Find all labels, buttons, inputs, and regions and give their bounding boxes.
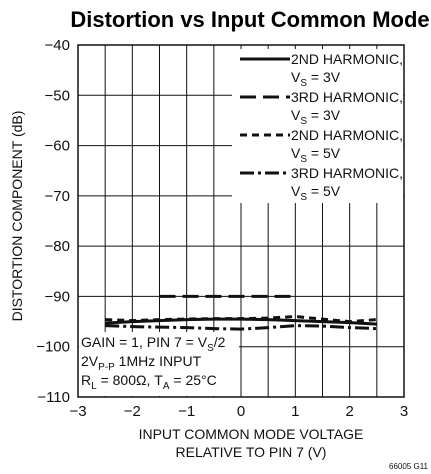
annotation-line-2: 2VP-P 1MHz INPUT	[81, 353, 202, 373]
legend-label-4: 3RD HARMONIC,	[291, 165, 403, 181]
legend-label-1: 2ND HARMONIC,	[291, 51, 403, 67]
legend-label-2: 3RD HARMONIC,	[291, 89, 403, 105]
y-tick-label: −90	[45, 288, 70, 305]
x-tick-label: −1	[178, 403, 195, 420]
figure-id: 66005 G11	[389, 462, 429, 471]
y-tick-label: −110	[37, 389, 70, 406]
tick-labels: −3 −2 −1 0 1 2 3 −110 −100 −90 −80 −70 −60 −50 −40	[36, 37, 408, 420]
x-tick-label: 1	[291, 403, 299, 420]
legend-condition-1: VS = 3V	[291, 69, 341, 89]
y-tick-label: −100	[36, 339, 70, 356]
x-tick-label: 2	[345, 403, 353, 420]
x-axis-label-line2: RELATIVE TO PIN 7 (V)	[176, 444, 327, 460]
x-tick-label: −2	[124, 403, 141, 420]
legend-condition-3: VS = 5V	[291, 145, 341, 165]
legend-condition-2: VS = 3V	[291, 107, 341, 127]
legend-label-3: 2ND HARMONIC,	[291, 127, 403, 143]
y-tick-label: −70	[45, 188, 70, 205]
series-layer	[105, 294, 377, 331]
x-tick-label: −3	[69, 403, 86, 420]
y-tick-label: −40	[45, 37, 70, 54]
annotation-line-1: GAIN = 1, PIN 7 = VS/2	[81, 334, 226, 354]
annotation-line-3: RL = 800Ω, TA = 25°C	[81, 372, 217, 392]
legend-condition-4: VS = 5V	[291, 183, 341, 203]
x-tick-label: 0	[237, 403, 245, 420]
series-line-4	[105, 324, 377, 331]
x-tick-label: 3	[400, 403, 408, 420]
y-tick-label: −60	[45, 138, 70, 155]
plot-frame	[77, 44, 405, 398]
chart-title: Distortion vs Input Common Mode	[70, 7, 429, 32]
annotation-background	[79, 332, 239, 396]
y-tick-label: −80	[45, 238, 70, 255]
legend-background	[232, 49, 403, 203]
y-axis-label: DISTORTION COMPONENT (dB)	[9, 111, 25, 322]
x-axis-label-line1: INPUT COMMON MODE VOLTAGE	[139, 426, 364, 442]
y-tick-label: −50	[45, 87, 70, 104]
series-line-3	[105, 315, 377, 324]
